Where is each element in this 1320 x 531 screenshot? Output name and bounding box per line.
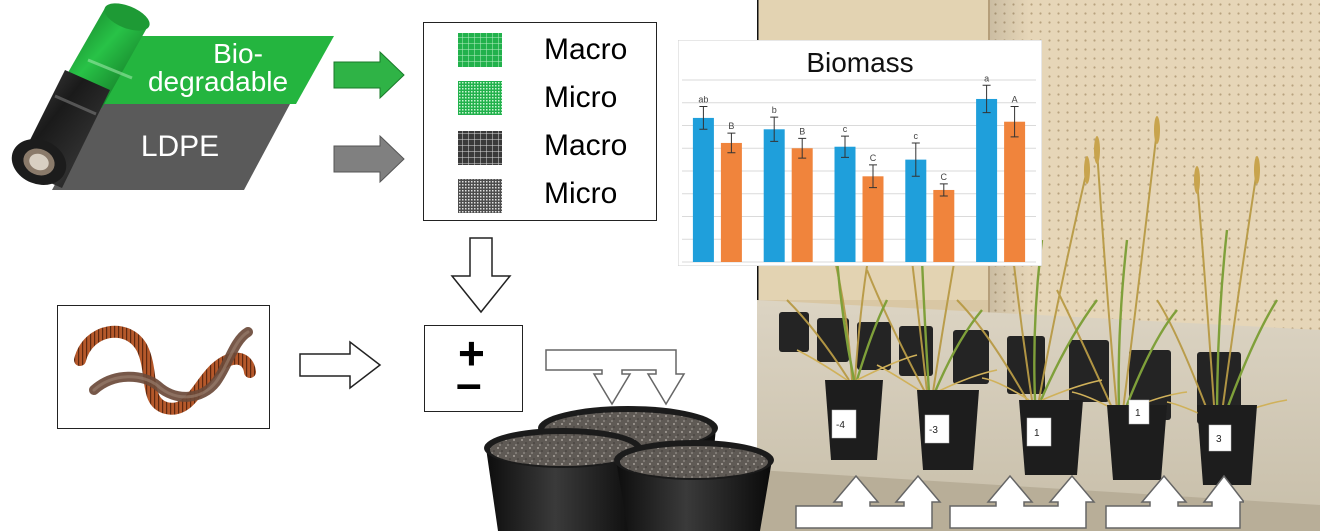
plus-sign: + (458, 327, 485, 379)
earthworm-box (57, 305, 270, 429)
film-arrows (333, 50, 405, 184)
bar (905, 159, 927, 262)
legend-label-ldpe-micro: Micro (544, 177, 618, 210)
bio-macro-swatch-icon (458, 33, 502, 67)
error-bar (982, 84, 991, 114)
significance-label: B (728, 121, 734, 131)
error-bar (1010, 106, 1019, 138)
significance-label: C (941, 172, 948, 182)
bio-micro-swatch-icon (458, 81, 502, 115)
significance-label: C (870, 153, 877, 163)
significance-label: B (799, 126, 805, 136)
biodegradable-film-sheet (84, 36, 334, 104)
soil-pots (484, 406, 774, 531)
soil-pot-right-icon (614, 440, 774, 531)
grey-arrow-icon (333, 134, 405, 184)
bar (763, 129, 785, 262)
error-bar (939, 183, 948, 197)
right-arrow-icon (299, 340, 382, 390)
bar (720, 142, 742, 262)
pot-label: -4 (836, 420, 845, 431)
earthworm-presence-box: + – (424, 325, 523, 412)
pot-label: -3 (929, 425, 938, 436)
green-arrow-icon (333, 50, 405, 100)
pot-label: 3 (1216, 434, 1222, 445)
ldpe-label: LDPE (140, 130, 220, 163)
significance-label: a (984, 73, 989, 83)
significance-label: A (1012, 95, 1018, 105)
ldpe-roll-icon (11, 70, 110, 188)
legend-label-bio-micro: Micro (544, 81, 618, 114)
bar (791, 148, 813, 262)
error-bar (911, 142, 920, 177)
biomass-chart: Biomass ab b c c a B B C C A (678, 40, 1042, 266)
bar (933, 189, 955, 262)
bar (862, 176, 884, 262)
up-arrows (795, 474, 1244, 529)
chart-title: Biomass (806, 47, 913, 78)
bar (834, 146, 856, 262)
ldpe-macro-swatch-icon (458, 131, 502, 165)
error-bar (727, 132, 736, 154)
ldpe-micro-swatch-icon (458, 179, 502, 213)
biodegradable-label-line2: degradable (147, 66, 289, 97)
bar (976, 98, 998, 262)
bar (1004, 121, 1026, 262)
pot-label: 1 (1135, 408, 1141, 419)
down-arrow-icon (450, 237, 512, 314)
error-bar (869, 164, 877, 189)
treatment-legend: Macro Micro Macro Micro (423, 22, 657, 221)
significance-label: c (843, 124, 848, 134)
significance-label: b (772, 105, 777, 115)
up-split-arrow-icon (949, 474, 1096, 529)
up-split-arrow-icon (795, 474, 942, 529)
biodegradable-label: Bio- degradable (128, 40, 308, 96)
soil-pot-left-icon (484, 428, 642, 531)
minus-sign: – (456, 357, 482, 409)
error-bar (798, 137, 807, 159)
significance-label: c (914, 131, 919, 141)
bar (692, 117, 714, 263)
pot-label: 1 (1034, 428, 1040, 439)
biodegradable-label-line1: Bio- (213, 38, 263, 69)
significance-label: ab (698, 95, 708, 105)
chart-bars: ab b c c a B B C C A (692, 73, 1026, 263)
legend-label-bio-macro: Macro (544, 33, 628, 66)
earthworm-icon (74, 325, 256, 415)
error-bar (770, 116, 779, 142)
ldpe-film-sheet (52, 104, 290, 190)
error-bar (699, 106, 708, 130)
film-rolls (11, 3, 334, 190)
up-split-arrow-icon (1105, 474, 1244, 529)
legend-swatches (458, 33, 502, 213)
error-bar (841, 135, 849, 158)
legend-label-ldpe-macro: Macro (544, 129, 628, 162)
split-arrow-icon (545, 349, 686, 406)
